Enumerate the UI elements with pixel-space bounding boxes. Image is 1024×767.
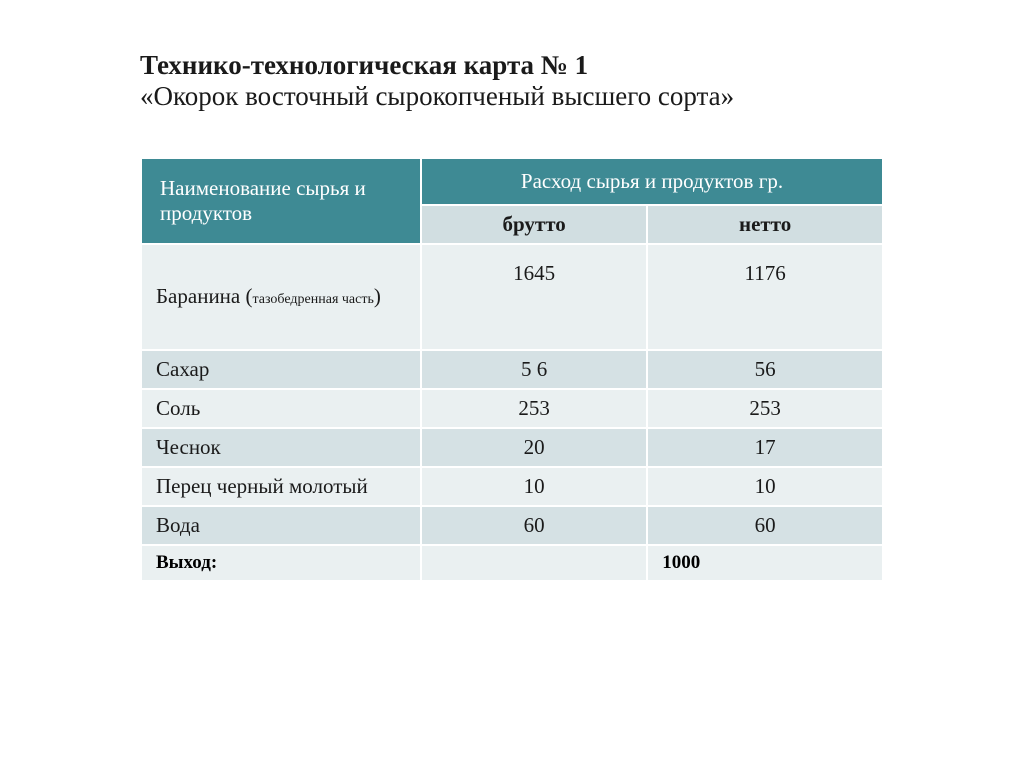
footer-value: 1000 [647, 545, 883, 581]
table-row: Соль 253 253 [141, 389, 883, 428]
table-row: Чеснок 20 17 [141, 428, 883, 467]
netto-value: 60 [647, 506, 883, 545]
ingredient-name: Перец черный молотый [141, 467, 421, 506]
brutto-value: 10 [421, 467, 647, 506]
ingredient-name: Соль [141, 389, 421, 428]
netto-value: 17 [647, 428, 883, 467]
brutto-value: 1645 [421, 244, 647, 350]
netto-value: 56 [647, 350, 883, 389]
brutto-value: 5 6 [421, 350, 647, 389]
table-footer-row: Выход: 1000 [141, 545, 883, 581]
ingredient-name: Сахар [141, 350, 421, 389]
title-line-1: Технико-технологическая карта № 1 [140, 50, 884, 81]
footer-empty [421, 545, 647, 581]
table-row: Вода 60 60 [141, 506, 883, 545]
brutto-value: 20 [421, 428, 647, 467]
netto-value: 1176 [647, 244, 883, 350]
brutto-value: 60 [421, 506, 647, 545]
column-header-consumption: Расход сырья и продуктов гр. [421, 158, 883, 205]
table-body: Баранина (тазобедренная часть) 1645 1176… [141, 244, 883, 581]
ingredient-name: Баранина (тазобедренная часть) [141, 244, 421, 350]
ingredient-name: Чеснок [141, 428, 421, 467]
table-row: Сахар 5 6 56 [141, 350, 883, 389]
column-header-netto: нетто [647, 205, 883, 244]
table-row: Перец черный молотый 10 10 [141, 467, 883, 506]
netto-value: 253 [647, 389, 883, 428]
netto-value: 10 [647, 467, 883, 506]
footer-label: Выход: [141, 545, 421, 581]
document-title: Технико-технологическая карта № 1 «Окоро… [140, 50, 884, 112]
table-row: Баранина (тазобедренная часть) 1645 1176 [141, 244, 883, 350]
ingredient-name: Вода [141, 506, 421, 545]
column-header-brutto: брутто [421, 205, 647, 244]
column-header-name: Наименование сырья и продуктов [141, 158, 421, 244]
title-line-2: «Окорок восточный сырокопченый высшего с… [140, 81, 884, 112]
ingredients-table: Наименование сырья и продуктов Расход сы… [140, 157, 884, 582]
table-header-row-1: Наименование сырья и продуктов Расход сы… [141, 158, 883, 205]
brutto-value: 253 [421, 389, 647, 428]
